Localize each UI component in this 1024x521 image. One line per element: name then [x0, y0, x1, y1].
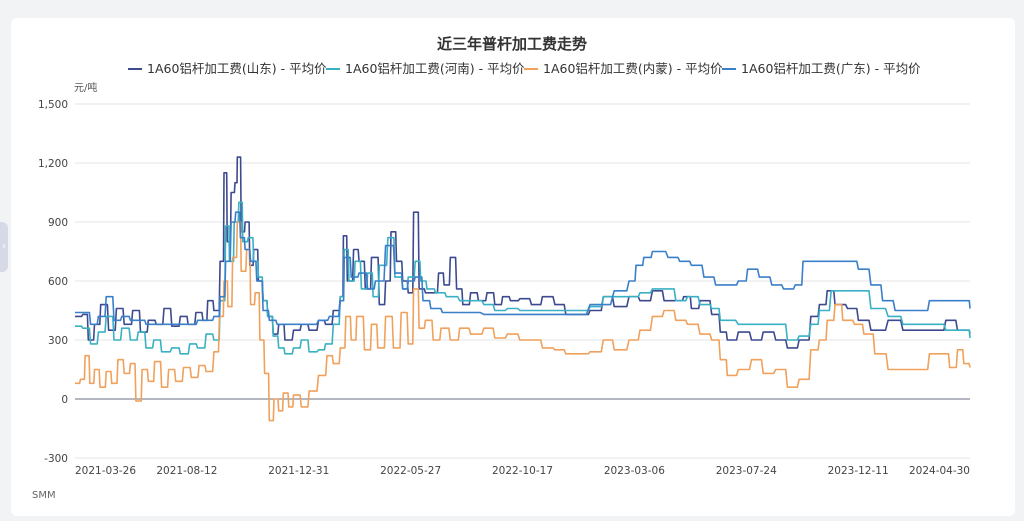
- legend: 1A60铝杆加工费(山东) - 平均价 1A60铝杆加工费(河南) - 平均价 1A…: [128, 61, 921, 76]
- series-group: [75, 156, 971, 422]
- x-tick-label: 2021-03-26: [75, 465, 136, 477]
- y-tick-label: 600: [48, 276, 68, 288]
- side-collapse-tab[interactable]: ‹: [0, 222, 8, 272]
- source-label: SMM: [32, 490, 56, 501]
- legend-item[interactable]: 1A60铝杆加工费(内蒙) - 平均价: [543, 61, 723, 76]
- x-axis: 2021-03-26 2021-08-12 2021-12-31 2022-05-27…: [75, 465, 970, 477]
- x-tick-label: 2021-12-31: [268, 465, 329, 477]
- series-line: [75, 156, 971, 349]
- x-tick-label: 2021-08-12: [156, 465, 217, 477]
- y-tick-label: 0: [61, 394, 68, 406]
- y-tick-label: -300: [44, 453, 68, 465]
- x-tick-label: 2023-07-24: [716, 465, 777, 477]
- legend-item[interactable]: 1A60铝杆加工费(山东) - 平均价: [147, 61, 327, 76]
- y-tick-label: 1,500: [38, 99, 68, 111]
- chart-title: 近三年普杆加工费走势: [437, 35, 587, 53]
- chart-card: [11, 18, 1015, 516]
- y-axis: -300 0 300 600 900 1,200 1,500: [38, 99, 68, 465]
- y-tick-label: 300: [48, 335, 68, 347]
- y-tick-label: 900: [48, 217, 68, 229]
- x-tick-label: 2022-10-17: [492, 465, 553, 477]
- chevron-left-icon: ‹: [2, 241, 6, 252]
- x-tick-label: 2024-04-30: [909, 465, 970, 477]
- y-axis-unit: 元/吨: [74, 81, 97, 94]
- legend-item[interactable]: 1A60铝杆加工费(广东) - 平均价: [741, 61, 921, 76]
- x-tick-label: 2023-12-11: [828, 465, 889, 477]
- series-line: [75, 211, 971, 326]
- series-line: [75, 221, 971, 422]
- x-tick-label: 2022-05-27: [380, 465, 441, 477]
- series-line: [75, 201, 971, 355]
- y-tick-label: 1,200: [38, 158, 68, 170]
- legend-item[interactable]: 1A60铝杆加工费(河南) - 平均价: [345, 61, 525, 76]
- grid: [75, 103, 970, 459]
- x-tick-label: 2023-03-06: [604, 465, 665, 477]
